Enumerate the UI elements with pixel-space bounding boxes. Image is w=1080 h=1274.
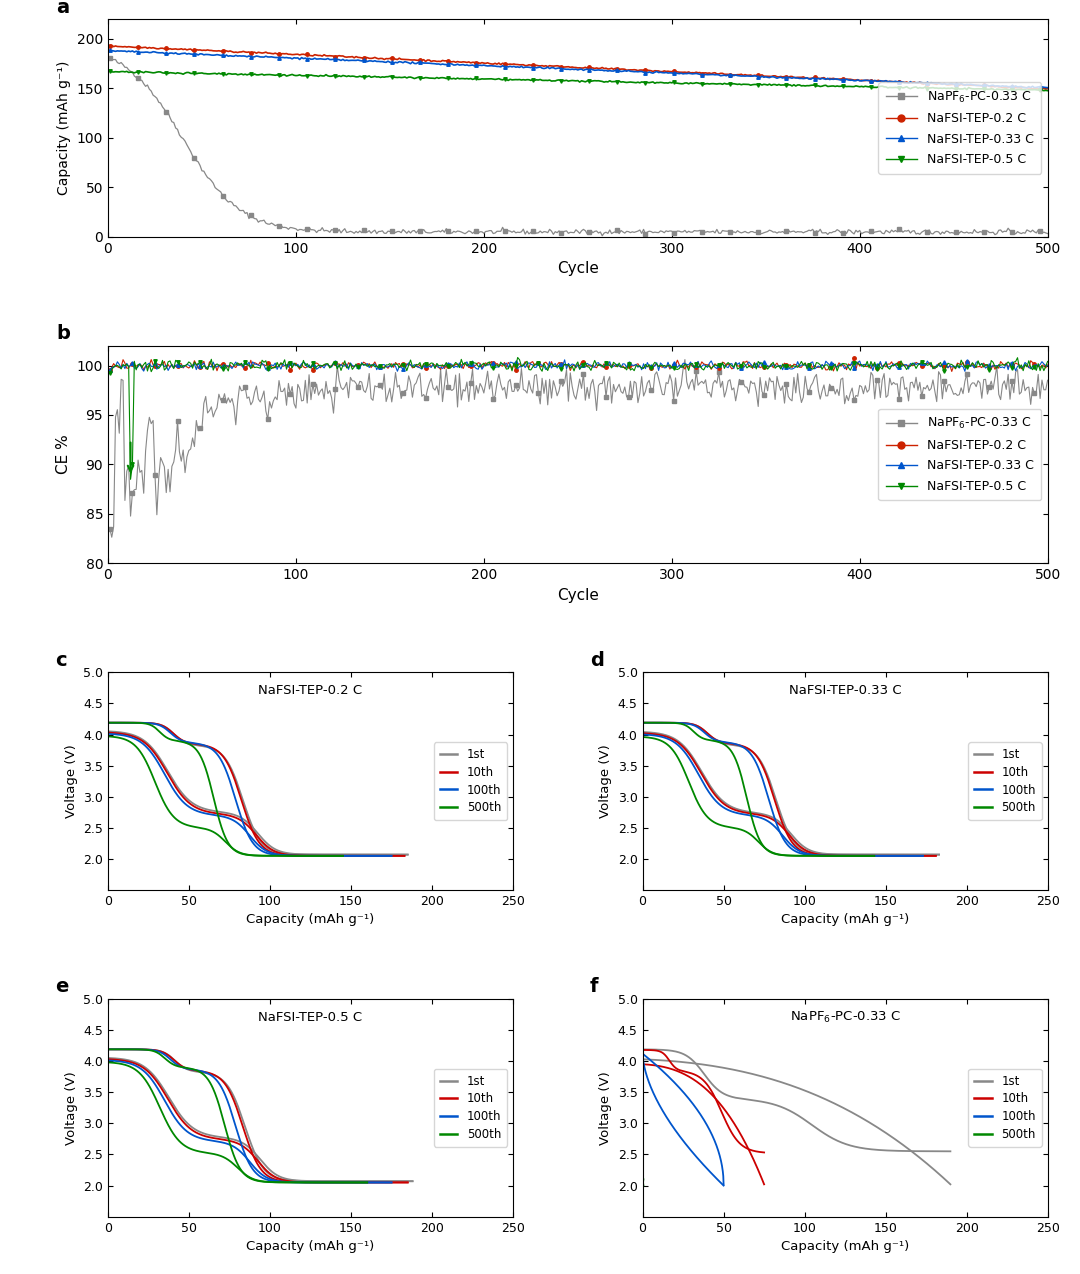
Y-axis label: CE %: CE %	[56, 434, 71, 474]
Legend: NaPF$_6$-PC-0.33 C, NaFSI-TEP-0.2 C, NaFSI-TEP-0.33 C, NaFSI-TEP-0.5 C: NaPF$_6$-PC-0.33 C, NaFSI-TEP-0.2 C, NaF…	[878, 409, 1041, 501]
Y-axis label: Voltage (V): Voltage (V)	[65, 744, 78, 818]
X-axis label: Capacity (mAh g⁻¹): Capacity (mAh g⁻¹)	[246, 913, 375, 926]
Legend: 1st, 10th, 100th, 500th: 1st, 10th, 100th, 500th	[969, 743, 1042, 820]
Y-axis label: Capacity (mAh g⁻¹): Capacity (mAh g⁻¹)	[57, 61, 71, 195]
Text: NaPF$_6$-PC-0.33 C: NaPF$_6$-PC-0.33 C	[789, 1010, 901, 1024]
Legend: 1st, 10th, 100th, 500th: 1st, 10th, 100th, 500th	[434, 1069, 508, 1147]
Text: c: c	[55, 651, 67, 670]
X-axis label: Capacity (mAh g⁻¹): Capacity (mAh g⁻¹)	[246, 1240, 375, 1254]
Text: NaFSI-TEP-0.2 C: NaFSI-TEP-0.2 C	[258, 684, 363, 697]
Y-axis label: Voltage (V): Voltage (V)	[599, 1071, 612, 1144]
Y-axis label: Voltage (V): Voltage (V)	[599, 744, 612, 818]
X-axis label: Cycle: Cycle	[557, 587, 598, 603]
Y-axis label: Voltage (V): Voltage (V)	[65, 1071, 78, 1144]
Legend: 1st, 10th, 100th, 500th: 1st, 10th, 100th, 500th	[969, 1069, 1042, 1147]
Text: NaFSI-TEP-0.33 C: NaFSI-TEP-0.33 C	[788, 684, 902, 697]
Legend: NaPF$_6$-PC-0.33 C, NaFSI-TEP-0.2 C, NaFSI-TEP-0.33 C, NaFSI-TEP-0.5 C: NaPF$_6$-PC-0.33 C, NaFSI-TEP-0.2 C, NaF…	[878, 83, 1041, 173]
X-axis label: Cycle: Cycle	[557, 261, 598, 276]
Text: f: f	[590, 977, 598, 996]
Legend: 1st, 10th, 100th, 500th: 1st, 10th, 100th, 500th	[434, 743, 508, 820]
X-axis label: Capacity (mAh g⁻¹): Capacity (mAh g⁻¹)	[781, 913, 909, 926]
Text: e: e	[55, 977, 69, 996]
X-axis label: Capacity (mAh g⁻¹): Capacity (mAh g⁻¹)	[781, 1240, 909, 1254]
Text: a: a	[56, 0, 69, 17]
Text: b: b	[56, 324, 70, 343]
Text: d: d	[590, 651, 604, 670]
Text: NaFSI-TEP-0.5 C: NaFSI-TEP-0.5 C	[258, 1010, 363, 1024]
